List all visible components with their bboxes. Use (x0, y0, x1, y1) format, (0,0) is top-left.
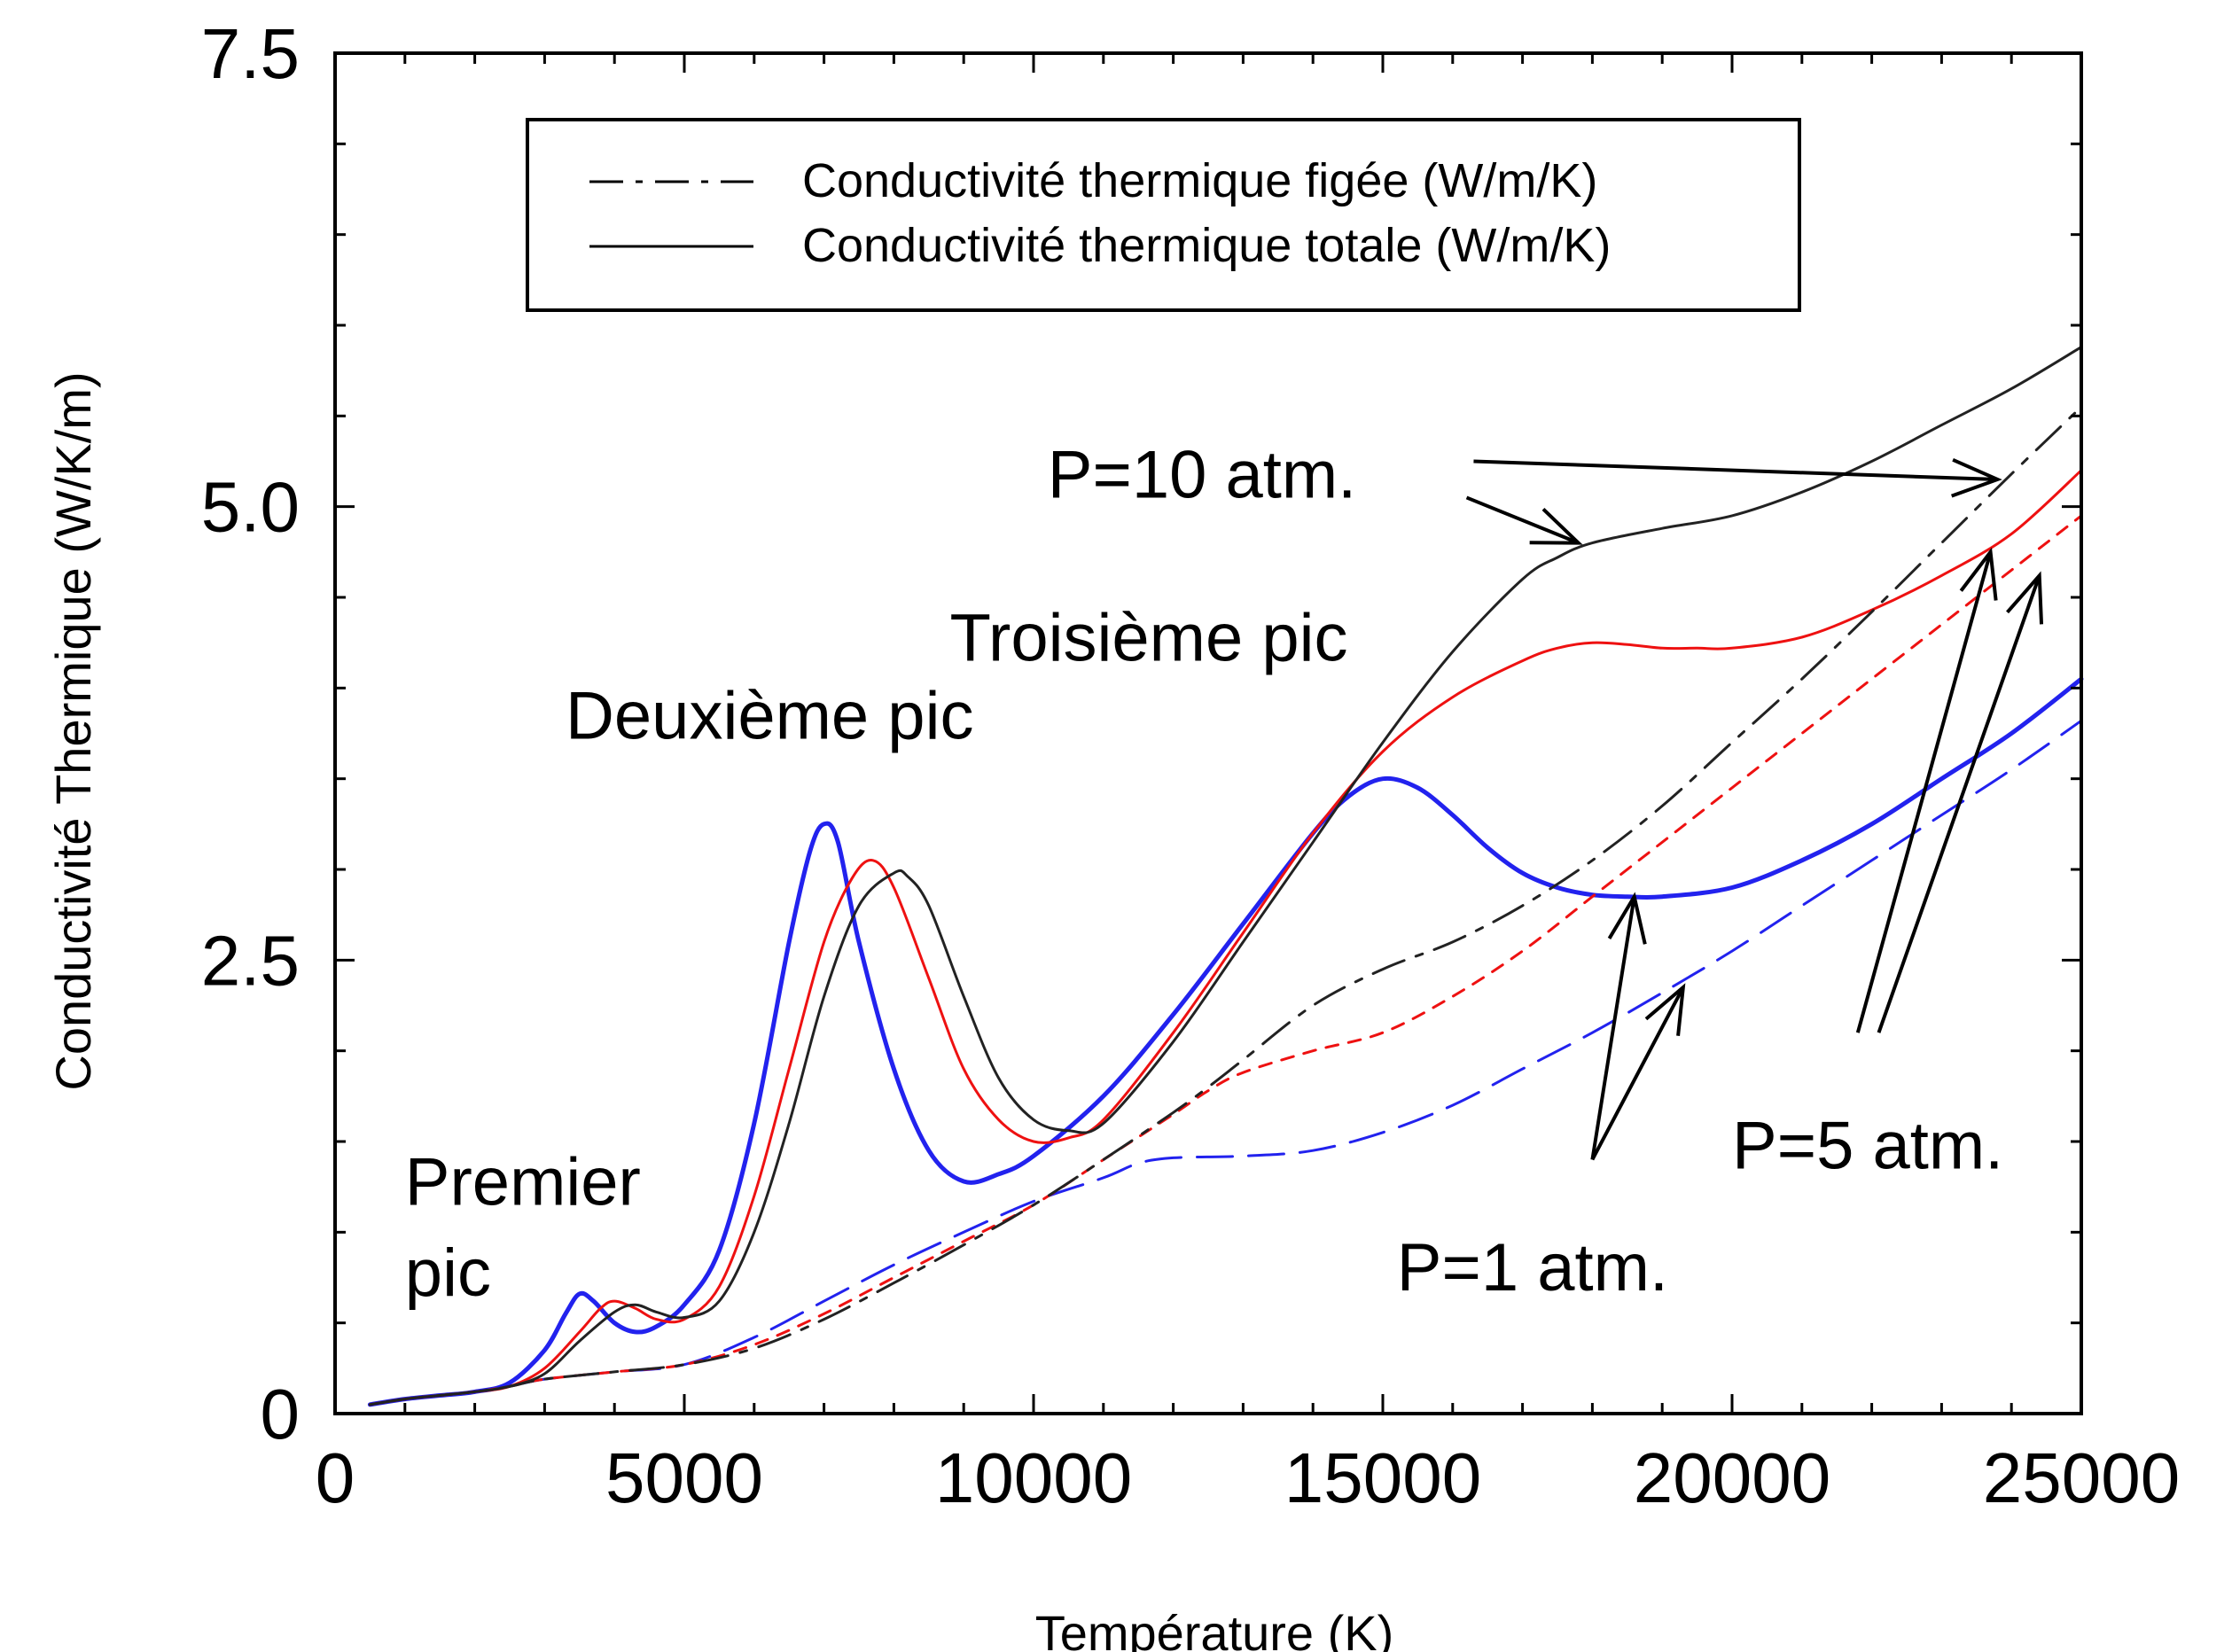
arrow-p1-frozen (1590, 983, 1686, 1161)
x-tick-label: 0 (316, 1438, 355, 1517)
annotation-p1: P=1 atm. (1397, 1230, 1668, 1305)
x-tick-label: 10000 (935, 1438, 1132, 1517)
arrow-p10-frozen (1473, 457, 2002, 498)
series-total-10atm (368, 346, 2083, 1407)
x-axis-title: Température (K) (1035, 1605, 1394, 1652)
plot-frame (333, 51, 2083, 1415)
arrow-p10-total (1465, 495, 1583, 545)
x-tick-label: 15000 (1284, 1438, 1481, 1517)
series-frozen-5atm (368, 514, 2083, 1407)
arrow-p5-frozen (1877, 571, 2044, 1033)
series-frozen-10atm (368, 405, 2083, 1407)
annotation-troisieme: Troisième pic (949, 601, 1347, 676)
annotation-p5: P=5 atm. (1732, 1109, 2003, 1184)
arrow-p5-total (1855, 547, 1998, 1033)
legend-label-total: Conductivité thermique totale (W/m/K) (802, 219, 1611, 272)
x-tick-label: 25000 (1983, 1438, 2180, 1517)
y-tick-label: 0 (261, 1375, 300, 1453)
series-total-5atm (368, 469, 2083, 1407)
series-frozen-1atm (368, 719, 2083, 1407)
y-axis-title: Conductivité Thermique (W/K/m) (45, 371, 101, 1090)
annotation-deuxieme: Deuxième pic (566, 679, 973, 754)
annotation-p10: P=10 atm. (1048, 437, 1357, 512)
x-tick-label: 20000 (1634, 1438, 1830, 1517)
legend: Conductivité thermique figée (W/m/K) Con… (526, 118, 1801, 312)
y-tick-label: 7.5 (201, 14, 300, 93)
curves-layer (367, 346, 2084, 1407)
x-tick-label: 5000 (605, 1438, 763, 1517)
annotation-premier-line-2: pic (405, 1235, 491, 1311)
legend-label-frozen: Conductivité thermique figée (W/m/K) (802, 154, 1597, 207)
series-total-1atm (367, 676, 2084, 1407)
arrow-p1-total (1590, 892, 1647, 1160)
axes-layer: 0 5000 10000 15000 20000 25000 0 2.5 5.0 7.5 (201, 14, 2180, 1517)
annotation-premier-line-1: Premier (405, 1145, 641, 1220)
y-tick-label: 5.0 (201, 468, 300, 547)
arrows-layer (1465, 457, 2044, 1161)
y-tick-label: 2.5 (201, 921, 300, 1000)
legend-box (526, 118, 1801, 312)
